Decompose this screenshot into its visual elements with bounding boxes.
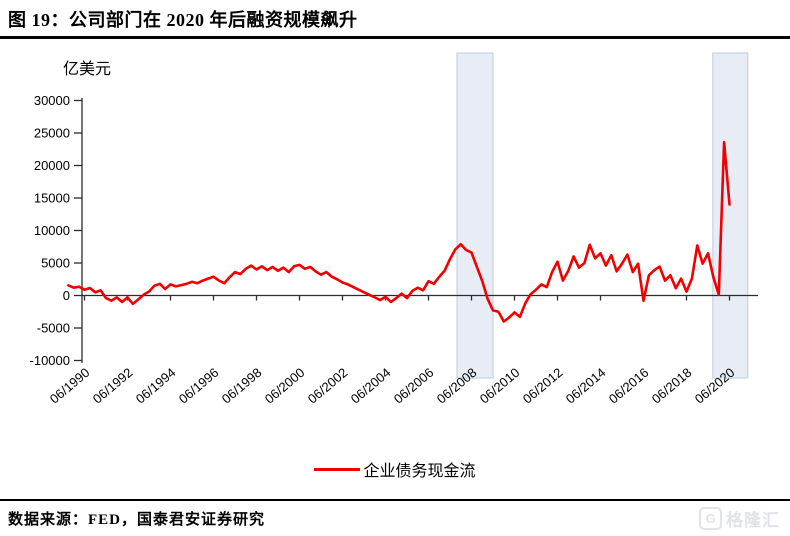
line-chart: 30000 25000 20000 15000 10000 5000 0 -5000 -1000…	[30, 52, 758, 407]
highlight-band	[456, 52, 494, 379]
legend-line-marker	[314, 467, 361, 471]
x-tick-label: 06/1992	[90, 365, 136, 407]
data-source-note: 数据来源：FED，国泰君安证券研究	[8, 512, 266, 528]
x-tick-label: 06/2016	[606, 365, 652, 407]
y-tick-label: 0	[63, 288, 70, 303]
x-tick-label: 06/1994	[133, 365, 179, 407]
y-tick-label: 15000	[34, 191, 70, 206]
y-tick-label: -5000	[37, 321, 70, 336]
x-tick-label: 06/1998	[219, 365, 265, 407]
y-tick-label: 5000	[41, 256, 70, 271]
gelonghui-logo-icon: G	[699, 506, 722, 530]
y-tick-label: 10000	[34, 223, 70, 238]
x-tick-label: 06/2014	[563, 365, 609, 407]
y-tick-label: 25000	[34, 126, 70, 141]
highlight-bands	[456, 52, 749, 379]
gelonghui-watermark: G 格隆汇	[699, 506, 780, 530]
y-axis-unit-label: 亿美元	[63, 61, 112, 78]
x-tick-label: 06/2000	[262, 365, 308, 407]
figure-title-bar: 图 19：公司部门在 2020 年后融资规模飙升	[0, 0, 790, 39]
y-axis-ticks: 30000 25000 20000 15000 10000 5000 0 -5000 -1000…	[30, 93, 82, 368]
x-tick-label: 06/2004	[348, 365, 394, 407]
x-axis-ticks: 06/199006/199206/199406/199606/199806/20…	[47, 295, 737, 407]
x-tick-label: 06/2012	[520, 365, 566, 407]
gelonghui-watermark-text: 格隆汇	[726, 510, 780, 530]
figure-title: 图 19：公司部门在 2020 年后融资规模飙升	[8, 10, 358, 30]
x-tick-label: 06/2018	[649, 365, 695, 407]
x-tick-label: 06/1990	[47, 365, 93, 407]
footer-divider	[0, 499, 790, 501]
legend-series-label: 企业债务现金流	[363, 463, 476, 480]
highlight-band	[712, 52, 749, 379]
x-tick-label: 06/1996	[176, 365, 222, 407]
series-line-corporate-debt-cashflow	[67, 140, 731, 323]
y-tick-label: 30000	[34, 93, 70, 108]
axes	[81, 98, 758, 363]
y-tick-label: -10000	[30, 353, 70, 368]
chart-legend: 企业债务现金流	[0, 457, 790, 481]
y-tick-label: 20000	[34, 158, 70, 173]
x-tick-label: 06/2002	[305, 365, 351, 407]
x-tick-label: 06/2006	[391, 365, 437, 407]
